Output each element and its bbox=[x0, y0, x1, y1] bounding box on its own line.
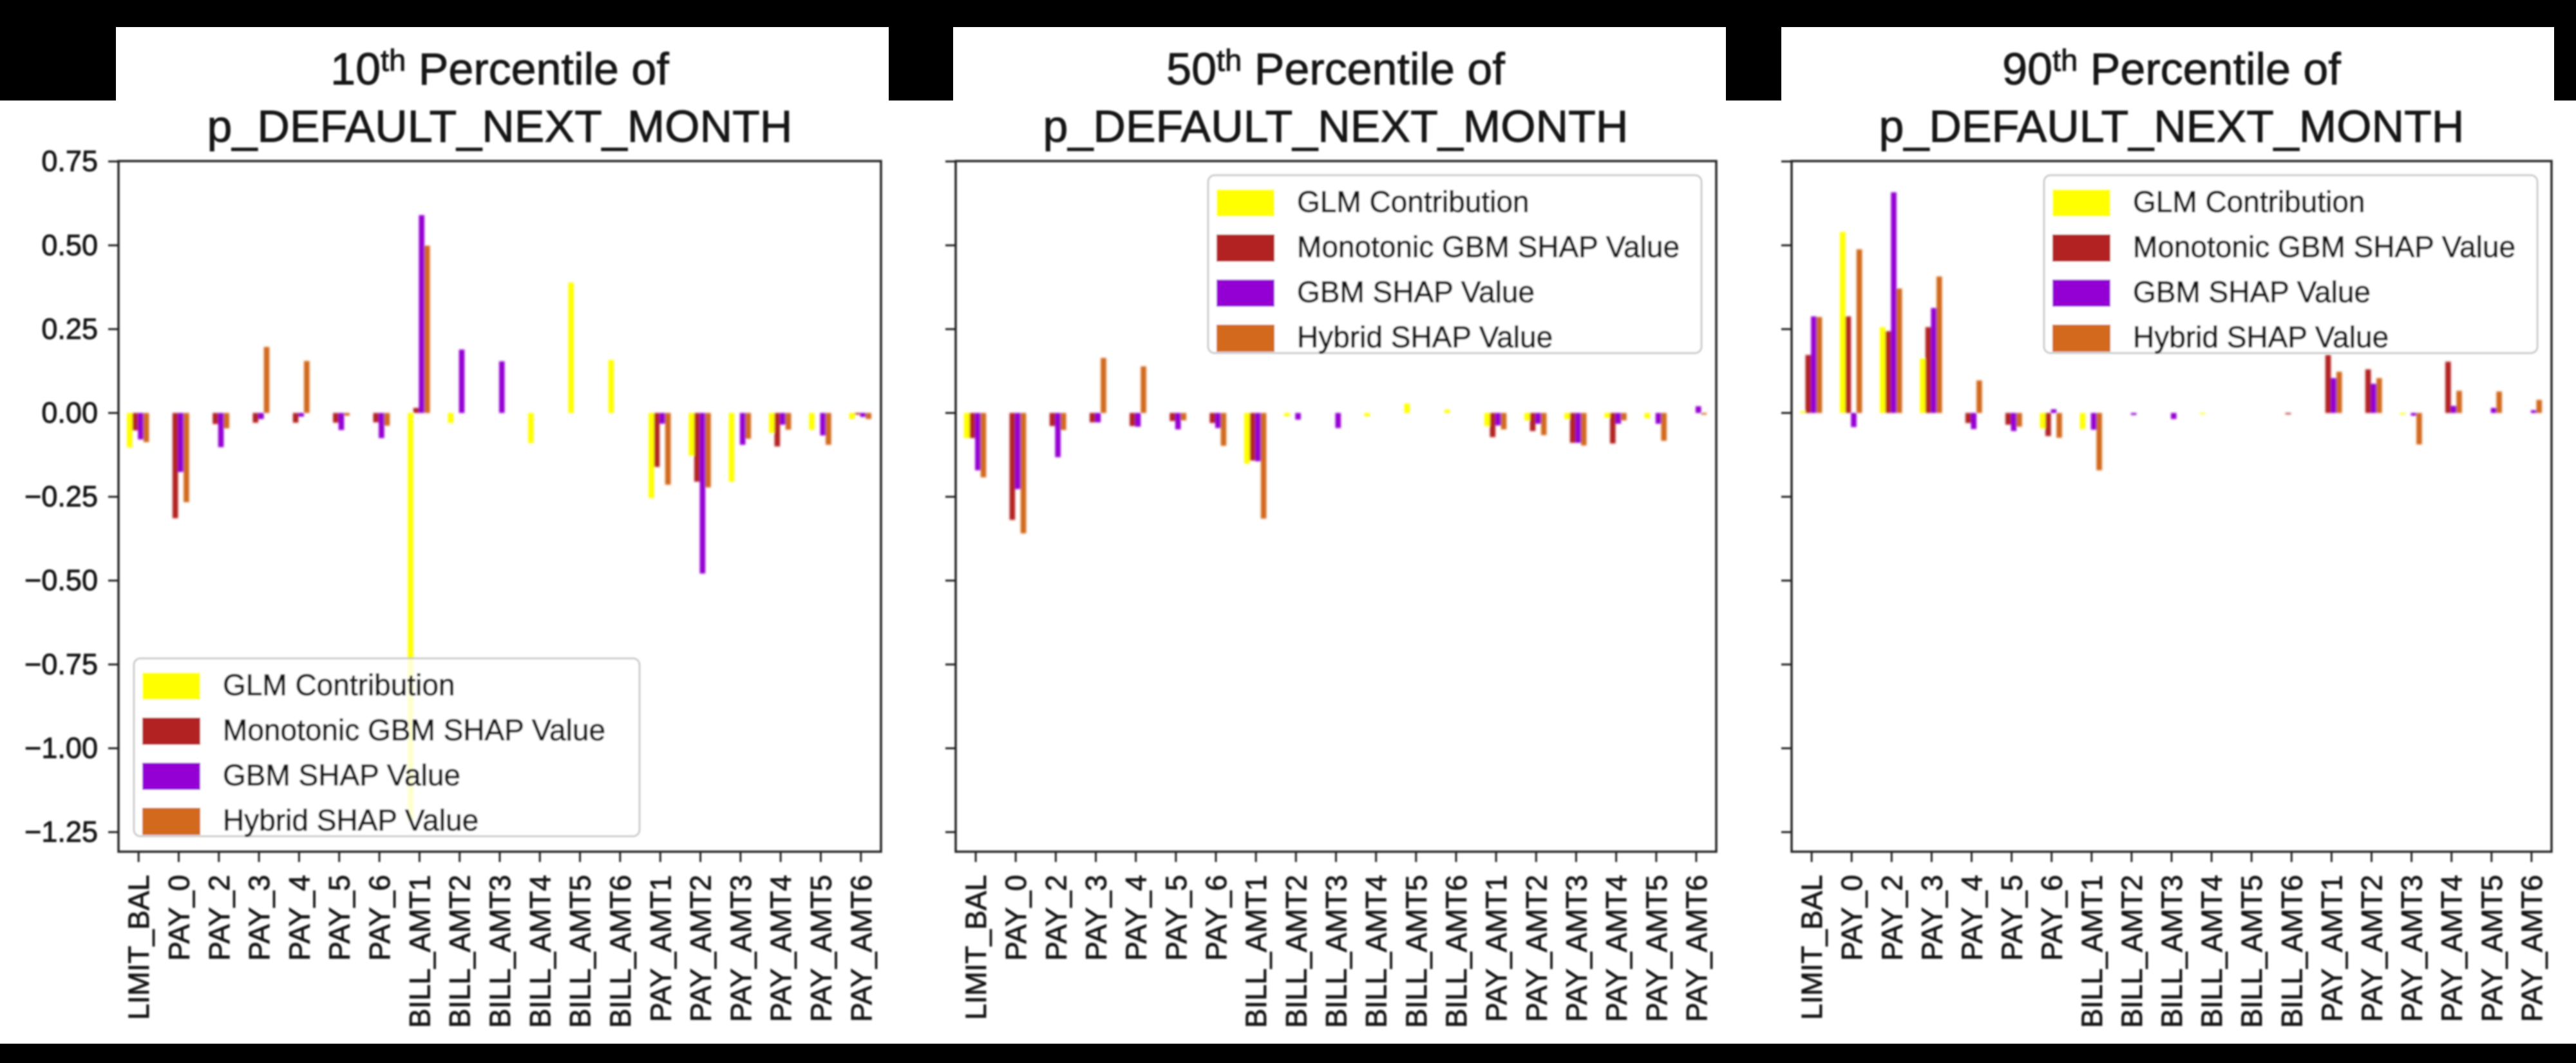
svg-text:p_DEFAULT_NEXT_MONTH: p_DEFAULT_NEXT_MONTH bbox=[207, 101, 793, 151]
svg-text:PAY_AMT5: PAY_AMT5 bbox=[2476, 875, 2508, 1022]
svg-text:GBM SHAP Value: GBM SHAP Value bbox=[1297, 275, 1535, 309]
svg-text:PAY_6: PAY_6 bbox=[1200, 875, 1233, 961]
svg-text:PAY_AMT2: PAY_AMT2 bbox=[1520, 875, 1553, 1022]
svg-text:Monotonic GBM SHAP Value: Monotonic GBM SHAP Value bbox=[223, 713, 605, 747]
svg-text:PAY_AMT3: PAY_AMT3 bbox=[2396, 875, 2429, 1022]
svg-text:PAY_6: PAY_6 bbox=[363, 875, 396, 961]
svg-text:PAY_AMT5: PAY_AMT5 bbox=[1640, 875, 1673, 1022]
svg-text:BILL_AMT2: BILL_AMT2 bbox=[2116, 875, 2148, 1028]
svg-text:PAY_2: PAY_2 bbox=[203, 875, 236, 961]
svg-text:PAY_0: PAY_0 bbox=[1835, 875, 1868, 961]
svg-text:LIMIT_BAL: LIMIT_BAL bbox=[1795, 875, 1828, 1020]
svg-text:PAY_5: PAY_5 bbox=[1996, 875, 2029, 961]
svg-text:PAY_AMT2: PAY_AMT2 bbox=[685, 875, 717, 1022]
svg-text:GBM SHAP Value: GBM SHAP Value bbox=[223, 758, 460, 792]
svg-text:PAY_2: PAY_2 bbox=[1039, 875, 1072, 961]
svg-text:90th Percentile of: 90th Percentile of bbox=[2002, 43, 2341, 94]
svg-text:Hybrid SHAP Value: Hybrid SHAP Value bbox=[1297, 320, 1553, 354]
svg-text:GLM Contribution: GLM Contribution bbox=[223, 668, 455, 702]
svg-text:LIMIT_BAL: LIMIT_BAL bbox=[122, 875, 155, 1020]
svg-text:Monotonic GBM SHAP Value: Monotonic GBM SHAP Value bbox=[2133, 230, 2515, 263]
svg-text:GBM SHAP Value: GBM SHAP Value bbox=[2133, 275, 2371, 309]
svg-text:BILL_AMT6: BILL_AMT6 bbox=[604, 875, 637, 1028]
svg-text:PAY_AMT1: PAY_AMT1 bbox=[2315, 875, 2348, 1022]
svg-text:BILL_AMT5: BILL_AMT5 bbox=[564, 875, 597, 1028]
svg-text:−1.25: −1.25 bbox=[24, 816, 98, 848]
svg-text:PAY_4: PAY_4 bbox=[1956, 875, 1989, 961]
svg-text:PAY_AMT2: PAY_AMT2 bbox=[2356, 875, 2389, 1022]
svg-text:BILL_AMT2: BILL_AMT2 bbox=[444, 875, 477, 1028]
svg-text:0.50: 0.50 bbox=[41, 229, 98, 262]
svg-text:10th Percentile of: 10th Percentile of bbox=[330, 43, 669, 94]
svg-text:PAY_AMT6: PAY_AMT6 bbox=[2515, 875, 2548, 1022]
svg-text:p_DEFAULT_NEXT_MONTH: p_DEFAULT_NEXT_MONTH bbox=[1879, 101, 2465, 151]
svg-text:PAY_6: PAY_6 bbox=[2036, 875, 2069, 961]
svg-text:BILL_AMT3: BILL_AMT3 bbox=[2155, 875, 2188, 1028]
svg-text:GLM Contribution: GLM Contribution bbox=[2133, 185, 2365, 218]
svg-text:PAY_0: PAY_0 bbox=[163, 875, 196, 961]
svg-text:Hybrid SHAP Value: Hybrid SHAP Value bbox=[223, 803, 478, 837]
svg-text:PAY_AMT5: PAY_AMT5 bbox=[805, 875, 838, 1022]
svg-text:PAY_AMT4: PAY_AMT4 bbox=[1600, 875, 1633, 1022]
svg-text:PAY_AMT4: PAY_AMT4 bbox=[764, 875, 797, 1022]
svg-text:BILL_AMT6: BILL_AMT6 bbox=[1440, 875, 1473, 1028]
svg-text:BILL_AMT6: BILL_AMT6 bbox=[2275, 875, 2308, 1028]
svg-text:PAY_AMT3: PAY_AMT3 bbox=[1560, 875, 1593, 1022]
svg-text:BILL_AMT5: BILL_AMT5 bbox=[1400, 875, 1433, 1028]
svg-text:Monotonic GBM SHAP Value: Monotonic GBM SHAP Value bbox=[1297, 230, 1680, 263]
svg-text:50th Percentile of: 50th Percentile of bbox=[1166, 43, 1505, 94]
svg-text:BILL_AMT4: BILL_AMT4 bbox=[2195, 875, 2228, 1028]
svg-text:PAY_4: PAY_4 bbox=[283, 875, 316, 961]
svg-text:−1.00: −1.00 bbox=[24, 732, 98, 765]
svg-text:PAY_AMT1: PAY_AMT1 bbox=[644, 875, 677, 1022]
svg-text:PAY_2: PAY_2 bbox=[1875, 875, 1908, 961]
svg-text:−0.50: −0.50 bbox=[24, 564, 98, 597]
svg-text:BILL_AMT2: BILL_AMT2 bbox=[1280, 875, 1312, 1028]
svg-text:PAY_0: PAY_0 bbox=[999, 875, 1032, 961]
svg-text:p_DEFAULT_NEXT_MONTH: p_DEFAULT_NEXT_MONTH bbox=[1043, 101, 1629, 151]
svg-text:BILL_AMT3: BILL_AMT3 bbox=[1320, 875, 1353, 1028]
svg-text:PAY_5: PAY_5 bbox=[1160, 875, 1193, 961]
svg-text:BILL_AMT5: BILL_AMT5 bbox=[2235, 875, 2268, 1028]
svg-text:0.00: 0.00 bbox=[41, 396, 98, 429]
svg-text:0.75: 0.75 bbox=[41, 145, 98, 178]
svg-text:PAY_3: PAY_3 bbox=[243, 875, 276, 961]
svg-text:PAY_AMT6: PAY_AMT6 bbox=[845, 875, 878, 1022]
svg-text:BILL_AMT4: BILL_AMT4 bbox=[1360, 875, 1393, 1028]
svg-text:PAY_5: PAY_5 bbox=[323, 875, 356, 961]
svg-text:PAY_4: PAY_4 bbox=[1120, 875, 1153, 961]
svg-text:LIMIT_BAL: LIMIT_BAL bbox=[960, 875, 992, 1020]
svg-text:−0.75: −0.75 bbox=[24, 647, 98, 680]
svg-text:0.25: 0.25 bbox=[41, 312, 98, 345]
svg-text:Hybrid SHAP Value: Hybrid SHAP Value bbox=[2133, 320, 2389, 354]
svg-text:PAY_AMT3: PAY_AMT3 bbox=[724, 875, 757, 1022]
svg-text:PAY_3: PAY_3 bbox=[1080, 875, 1113, 961]
svg-text:BILL_AMT3: BILL_AMT3 bbox=[484, 875, 516, 1028]
svg-text:GLM Contribution: GLM Contribution bbox=[1297, 185, 1530, 218]
svg-text:−0.25: −0.25 bbox=[24, 480, 98, 513]
svg-text:PAY_AMT6: PAY_AMT6 bbox=[1680, 875, 1713, 1022]
svg-text:PAY_3: PAY_3 bbox=[1915, 875, 1948, 961]
svg-text:BILL_AMT4: BILL_AMT4 bbox=[524, 875, 556, 1028]
svg-text:PAY_AMT4: PAY_AMT4 bbox=[2436, 875, 2468, 1022]
svg-text:BILL_AMT1: BILL_AMT1 bbox=[403, 875, 436, 1028]
svg-text:BILL_AMT1: BILL_AMT1 bbox=[2076, 875, 2108, 1028]
svg-text:PAY_AMT1: PAY_AMT1 bbox=[1480, 875, 1513, 1022]
svg-text:BILL_AMT1: BILL_AMT1 bbox=[1240, 875, 1273, 1028]
